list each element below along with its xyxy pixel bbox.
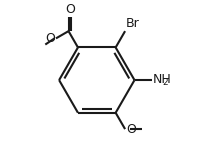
Text: NH: NH xyxy=(153,73,171,86)
Text: Br: Br xyxy=(126,17,140,30)
Text: O: O xyxy=(45,32,55,45)
Text: O: O xyxy=(126,123,136,136)
Text: 2: 2 xyxy=(162,78,168,87)
Text: O: O xyxy=(65,3,75,16)
